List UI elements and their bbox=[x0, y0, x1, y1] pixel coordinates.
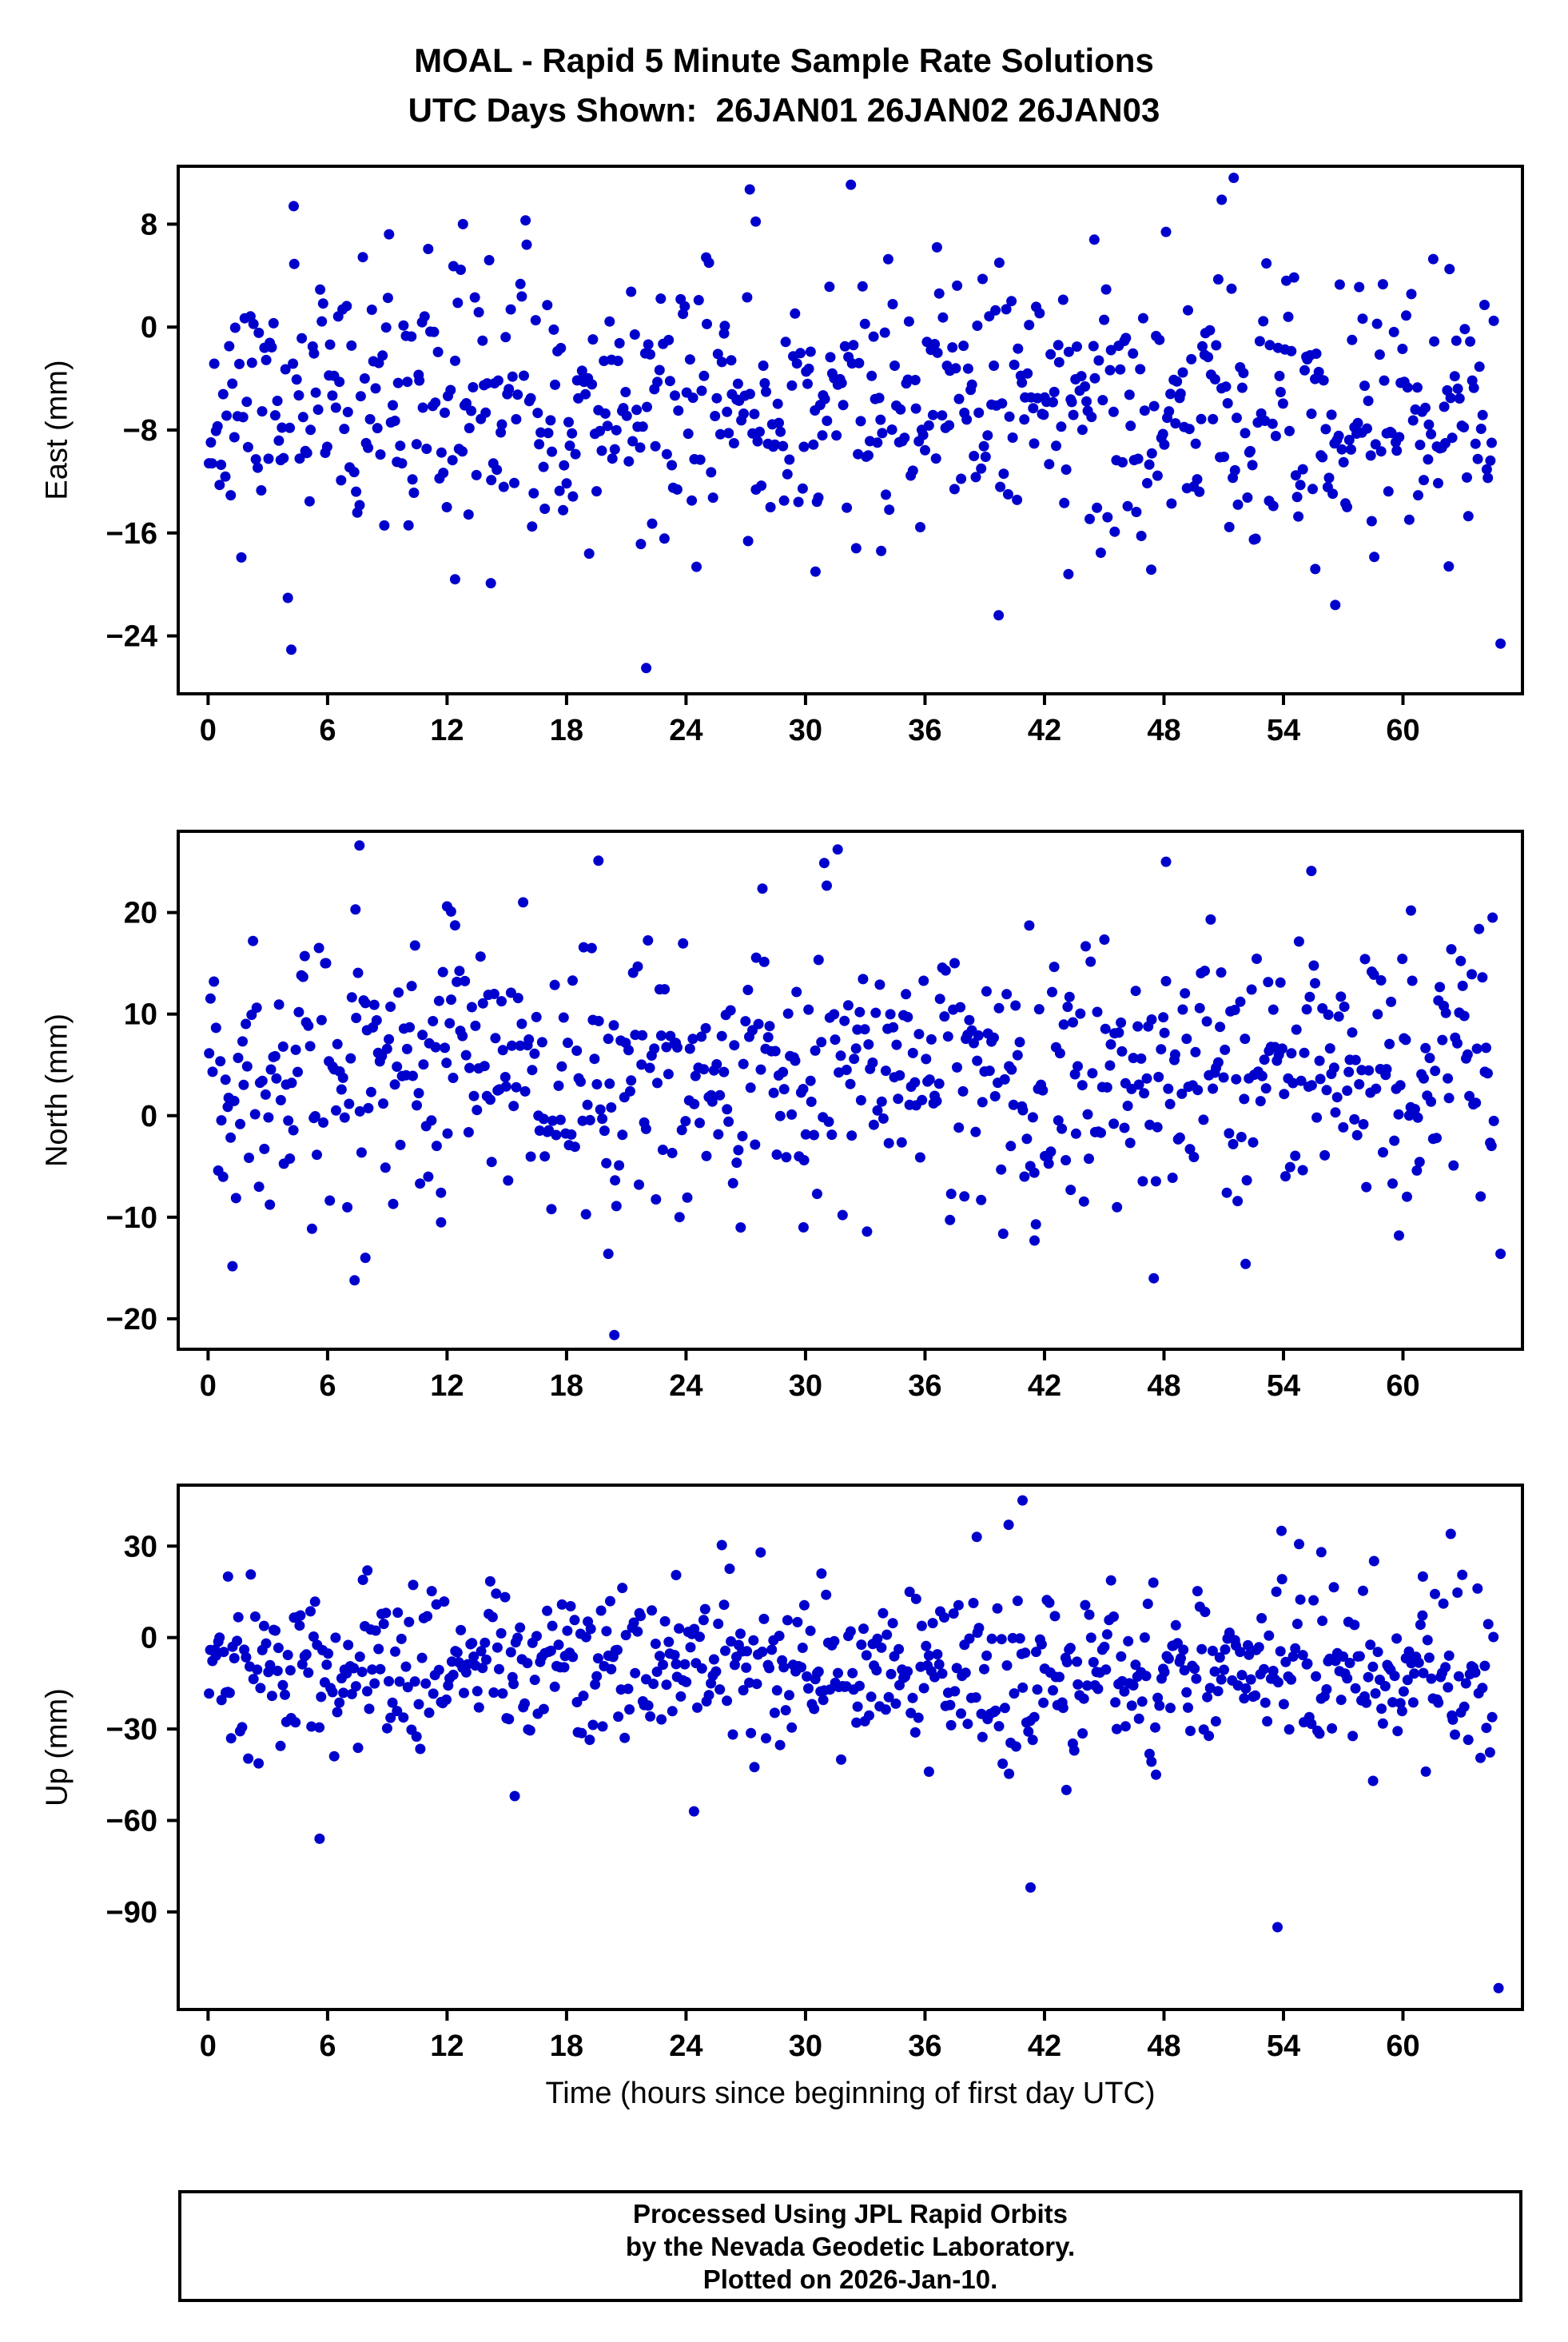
x-axis-label: Time (hours since beginning of first day… bbox=[545, 2077, 1156, 2110]
east-scatter-panel: 0 6 12 18 24 30 36 42 48 54 60 8 0 −8 −16 −24 bbox=[106, 165, 1524, 747]
north-y-tick-label: 10 bbox=[124, 998, 157, 1032]
east-y-tick-label: 8 bbox=[141, 208, 157, 241]
up-y-tick-label: 0 bbox=[141, 1622, 157, 1655]
north-x-tick-label: 24 bbox=[669, 1369, 702, 1403]
footer-line-1: Processed Using JPL Rapid Orbits bbox=[632, 2198, 1069, 2228]
east-points bbox=[204, 173, 1506, 674]
north-x-tick-label: 30 bbox=[789, 1369, 822, 1403]
east-x-tick-label: 36 bbox=[908, 714, 941, 747]
up-x-tick-label: 48 bbox=[1147, 2029, 1180, 2063]
up-y-tick-label: 30 bbox=[124, 1530, 157, 1563]
north-y-tick-label: −10 bbox=[106, 1201, 157, 1235]
up-x-tick-label: 60 bbox=[1386, 2029, 1419, 2063]
up-x-tick-label: 24 bbox=[669, 2029, 702, 2063]
chart-title: MOAL - Rapid 5 Minute Sample Rate Soluti… bbox=[414, 42, 1154, 79]
up-x-tick-label: 54 bbox=[1267, 2029, 1300, 2063]
north-x-tick-label: 12 bbox=[430, 1369, 464, 1403]
north-points bbox=[204, 840, 1506, 1340]
north-x-tick-label: 48 bbox=[1147, 1369, 1180, 1403]
footer-line-2: by the Nevada Geodetic Laboratory. bbox=[625, 2231, 1076, 2261]
up-y-tick-label: −60 bbox=[106, 1805, 157, 1838]
up-x-tick-label: 18 bbox=[550, 2029, 583, 2063]
up-points bbox=[204, 1495, 1504, 1993]
east-y-tick-label: −8 bbox=[123, 414, 157, 448]
east-x-tick-label: 30 bbox=[789, 714, 822, 747]
east-x-tick-label: 42 bbox=[1028, 714, 1061, 747]
east-y-tick-label: −16 bbox=[106, 517, 157, 551]
north-y-tick-label: 0 bbox=[141, 1100, 157, 1133]
north-y-tick-label: −20 bbox=[106, 1303, 157, 1336]
y-axis-label-north: North (mm) bbox=[40, 1013, 74, 1168]
north-x-tick-label: 36 bbox=[908, 1369, 941, 1403]
north-x-tick-label: 54 bbox=[1267, 1369, 1300, 1403]
east-x-tick-label: 18 bbox=[550, 714, 583, 747]
footer-line-3: Plotted on 2026-Jan-10. bbox=[702, 2264, 998, 2294]
up-x-tick-label: 12 bbox=[430, 2029, 464, 2063]
east-x-tick-label: 54 bbox=[1267, 714, 1300, 747]
footer-box: Processed Using JPL Rapid Orbits by the … bbox=[178, 2190, 1522, 2302]
east-x-tick-label: 24 bbox=[669, 714, 702, 747]
north-x-tick-label: 60 bbox=[1386, 1369, 1419, 1403]
chart-subtitle: UTC Days Shown: 26JAN01 26JAN02 26JAN03 bbox=[408, 91, 1160, 129]
up-x-tick-label: 42 bbox=[1028, 2029, 1061, 2063]
east-x-tick-label: 6 bbox=[319, 714, 336, 747]
east-x-tick-label: 12 bbox=[430, 714, 464, 747]
up-x-tick-label: 30 bbox=[789, 2029, 822, 2063]
east-y-tick-label: 0 bbox=[141, 311, 157, 345]
north-x-tick-label: 6 bbox=[319, 1369, 336, 1403]
north-x-tick-label: 42 bbox=[1028, 1369, 1061, 1403]
up-y-tick-label: −90 bbox=[106, 1896, 157, 1930]
east-y-tick-label: −24 bbox=[106, 620, 157, 654]
y-axis-label-up: Up (mm) bbox=[40, 1688, 74, 1806]
north-x-tick-label: 0 bbox=[200, 1369, 217, 1403]
up-scatter-panel: 0 6 12 18 24 30 36 42 48 54 60 30 0 −30 −60 −90 bbox=[106, 1484, 1524, 2063]
y-axis-label-east: East (mm) bbox=[40, 360, 74, 500]
up-x-tick-label: 0 bbox=[200, 2029, 217, 2063]
up-x-tick-label: 6 bbox=[319, 2029, 336, 2063]
north-y-tick-label: 20 bbox=[124, 897, 157, 930]
north-scatter-panel: 0 6 12 18 24 30 36 42 48 54 60 20 10 0 −10 −20 bbox=[106, 830, 1524, 1403]
east-x-tick-label: 48 bbox=[1147, 714, 1180, 747]
up-x-tick-label: 36 bbox=[908, 2029, 941, 2063]
east-x-tick-label: 0 bbox=[200, 714, 217, 747]
north-x-tick-label: 18 bbox=[550, 1369, 583, 1403]
up-y-tick-label: −30 bbox=[106, 1713, 157, 1747]
east-x-tick-label: 60 bbox=[1386, 714, 1419, 747]
